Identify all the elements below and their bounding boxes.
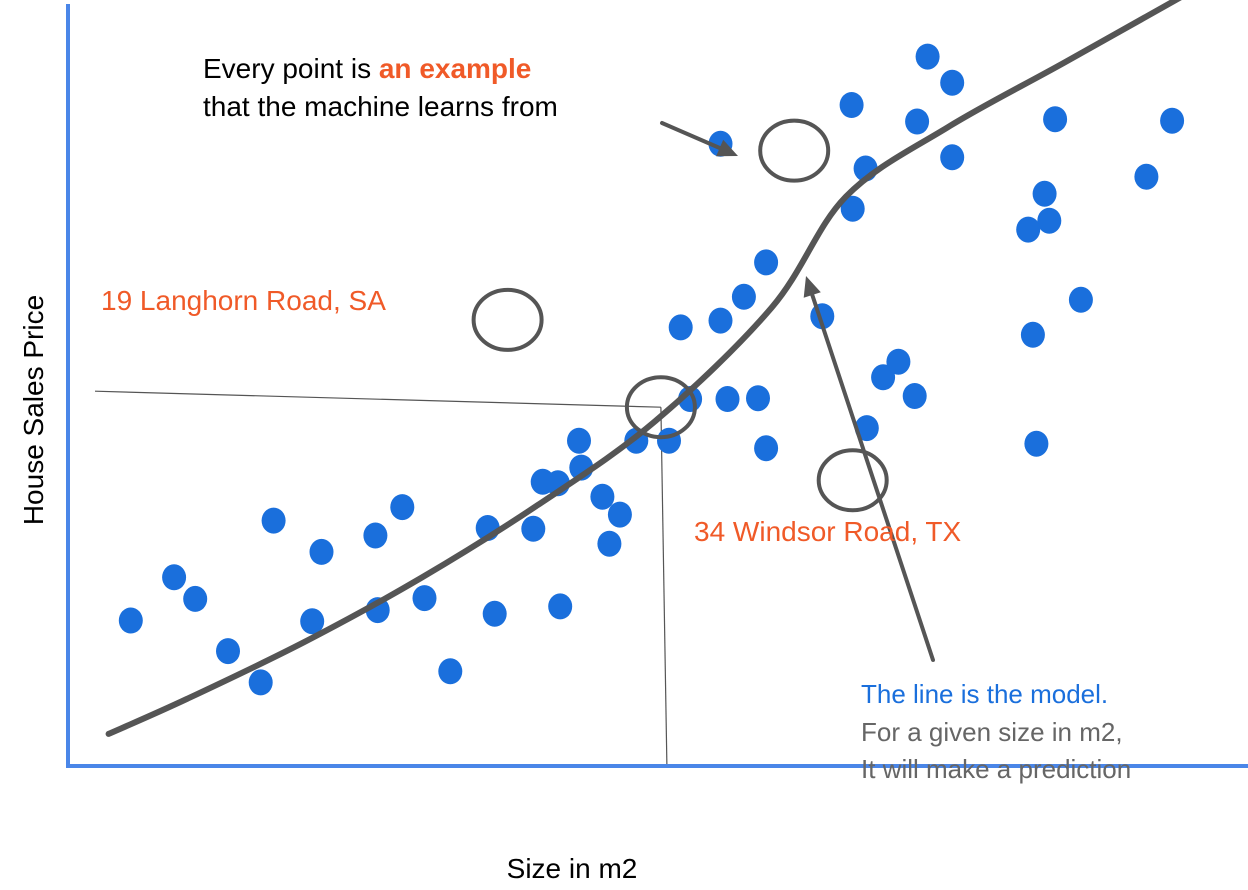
highlight-circle-prediction [624,375,697,440]
data-point [390,494,415,521]
data-point [915,43,940,70]
data-point [1032,180,1057,207]
example-annotation-prefix: Every point is [203,53,379,84]
data-point [886,348,911,375]
data-point [746,385,770,412]
data-point [1134,163,1159,190]
data-point [363,522,388,549]
data-point [1068,286,1093,313]
model-curve [105,0,1182,737]
data-point [1037,207,1062,234]
data-point [521,515,546,542]
data-point [162,564,187,591]
data-point [708,307,733,334]
data-point [438,658,463,685]
windsor-label: 34 Windsor Road, TX [694,516,961,547]
data-point [567,427,591,454]
data-point [840,195,865,222]
data-point [754,249,779,276]
data-point [118,607,143,634]
data-point [1016,216,1041,243]
data-point [309,538,334,565]
example-annotation-line2: that the machine learns from [203,91,558,122]
example-arrowhead-icon [716,139,738,157]
axes [66,4,1248,768]
highlight-circle-example [758,118,831,183]
data-point [1024,430,1049,457]
highlight-circle-windsor [816,448,889,513]
data-point [905,108,930,135]
data-points [118,43,1185,696]
prediction-guide-horizontal [94,390,661,408]
highlight-circle-langhorn [471,287,544,352]
highlight-circles [471,118,889,513]
data-point [1160,107,1185,134]
langhorn-label: 19 Langhorn Road, SA [101,285,386,316]
data-point [248,669,273,696]
data-point [731,283,756,310]
data-point [482,600,507,627]
example-annotation: Every point is an example that the machi… [203,53,558,122]
y-axis-label: House Sales Price [18,295,49,525]
data-point [607,501,632,528]
model-annotation-line1: The line is the model. [861,679,1108,709]
data-point [754,435,779,462]
example-annotation-emphasis: an example [379,53,532,84]
model-arrow [810,293,935,662]
x-axis-label: Size in m2 [507,853,638,884]
data-point [412,585,437,612]
data-point [300,608,325,635]
data-point [590,483,615,510]
data-point [548,593,573,620]
data-point [1043,106,1068,133]
example-arrow [660,121,722,150]
data-point [668,314,693,341]
data-point [940,69,965,96]
prediction-guide-vertical [660,407,668,767]
data-point [597,530,622,557]
model-annotation-line2: For a given size in m2, [861,717,1123,747]
model-annotation: The line is the model. For a given size … [861,679,1131,784]
data-point [854,415,879,442]
data-point [216,638,240,665]
callout-arrows [660,121,935,662]
prediction-guides [94,390,668,767]
data-point [871,364,896,391]
data-point [183,585,208,612]
example-annotation-line1: Every point is an example [203,53,531,84]
data-point [902,383,927,409]
data-point [940,144,965,171]
model-arrowhead-icon [803,276,821,298]
data-point [839,92,864,118]
model-annotation-line3: It will make a prediction [861,754,1131,784]
data-point [715,386,740,412]
data-point [261,507,286,534]
data-point [1020,321,1045,348]
